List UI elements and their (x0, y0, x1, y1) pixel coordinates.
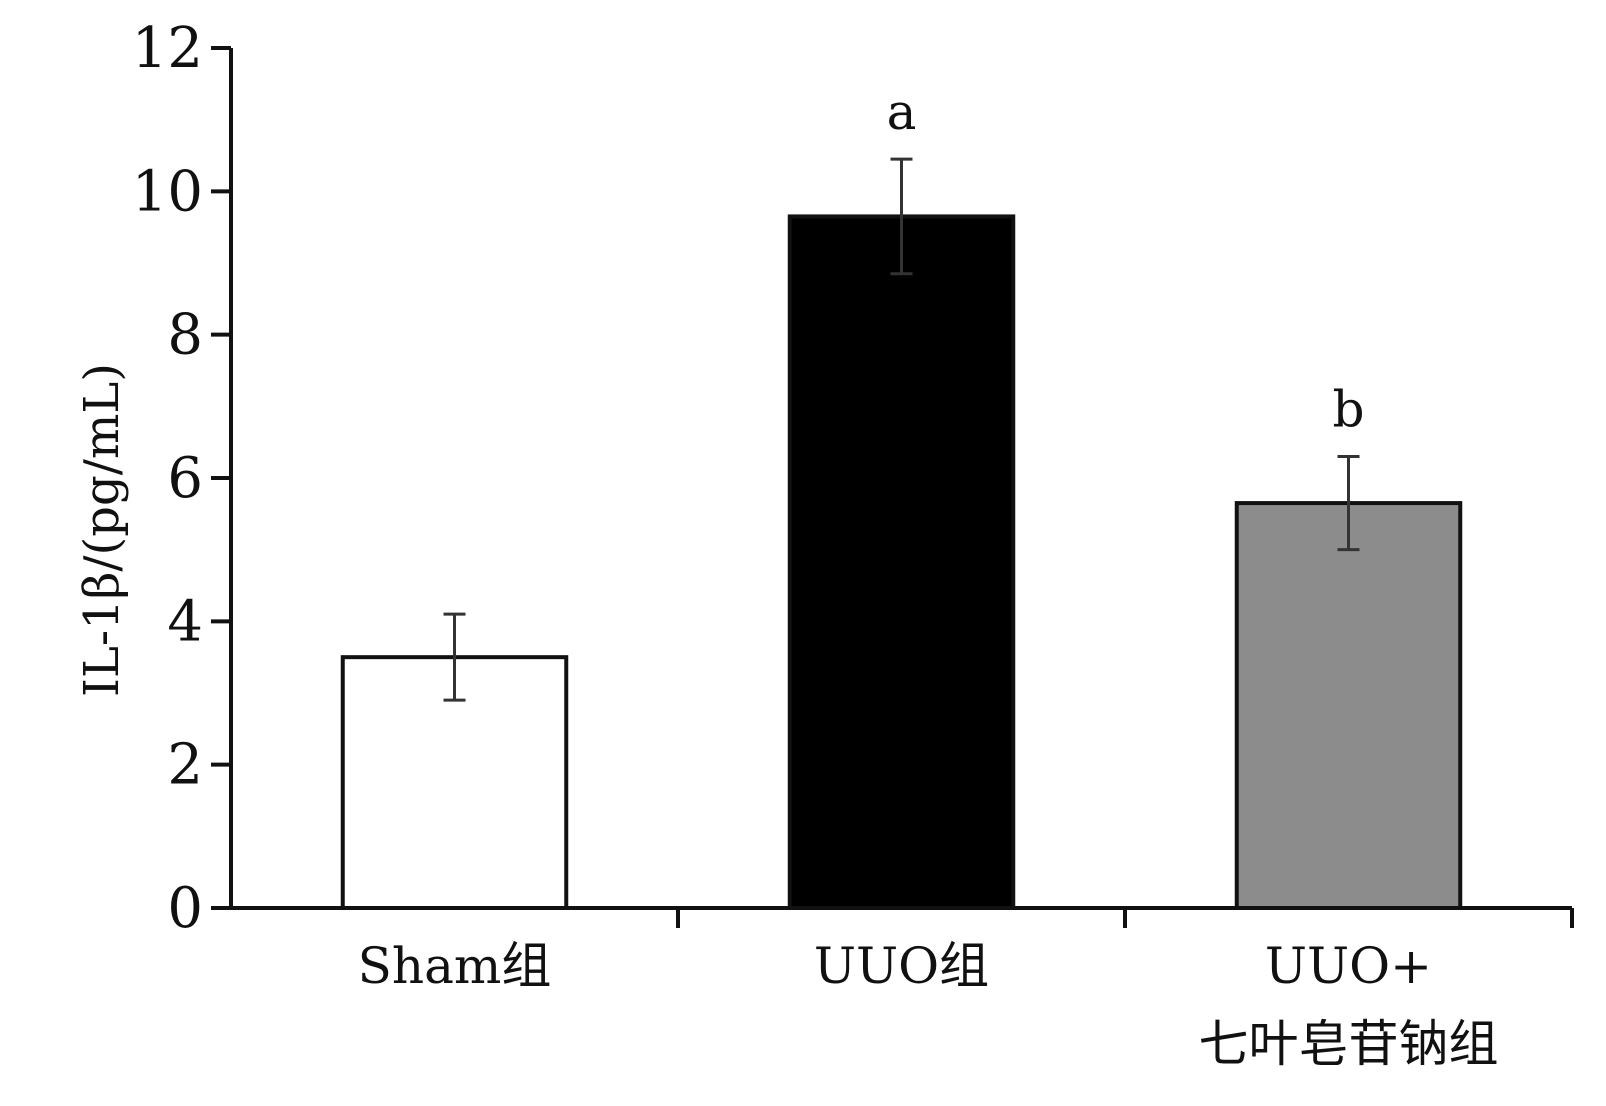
y-tick-label: 2 (167, 733, 203, 798)
y-tick-label: 0 (167, 876, 203, 941)
bar (787, 214, 1016, 910)
y-tick-label: 12 (132, 16, 203, 81)
y-tick-label: 10 (132, 159, 203, 224)
category-labels: Sham组 UUO组 UUO+ 七叶皂苷钠组 (358, 937, 1499, 1073)
y-ticks: 0 2 4 6 8 10 12 (132, 16, 231, 941)
x-ticks (676, 908, 1574, 928)
category-label: Sham组 (358, 937, 552, 995)
category-label: UUO组 (814, 937, 989, 995)
significance-label: a (887, 83, 917, 141)
category-label: UUO+ (1265, 937, 1432, 995)
significance-label: b (1332, 381, 1364, 439)
y-tick-label: 4 (167, 589, 203, 654)
y-tick-label: 6 (167, 446, 203, 511)
bar (1234, 501, 1463, 910)
category-label: 七叶皂苷钠组 (1199, 1015, 1499, 1073)
bars: ab (340, 83, 1463, 911)
y-axis-label: IL-1β/(pg/mL) (74, 363, 130, 697)
y-tick-label: 8 (167, 303, 203, 368)
